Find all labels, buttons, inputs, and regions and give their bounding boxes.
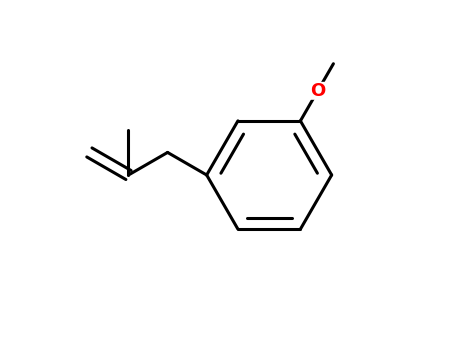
Text: O: O [310, 82, 325, 100]
